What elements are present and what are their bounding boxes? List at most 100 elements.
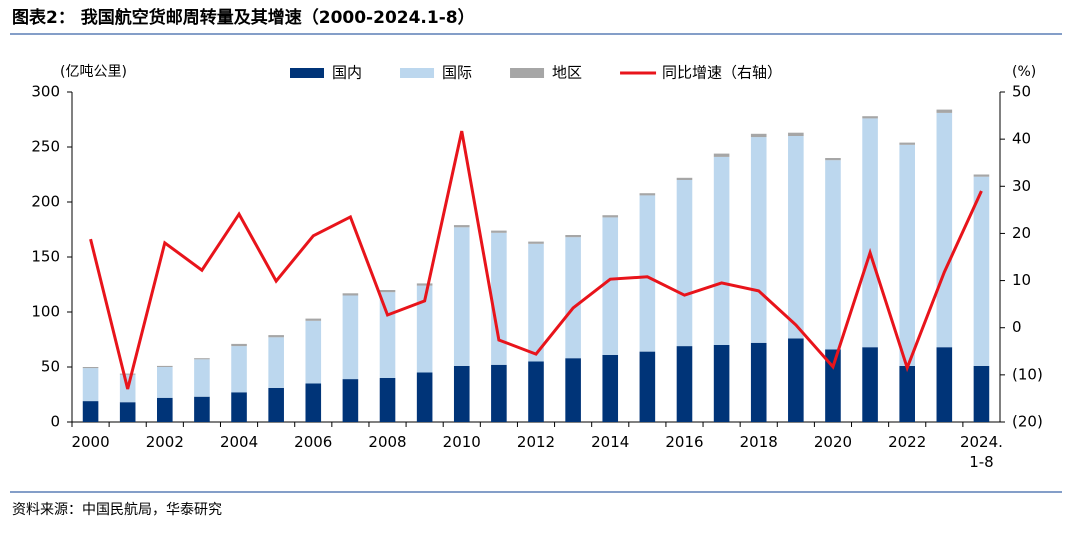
bar [862, 347, 878, 422]
bar [862, 118, 878, 348]
chart-title: 图表2： 我国航空货邮周转量及其增速（2000-2024.1-8） [12, 7, 475, 28]
bar [936, 112, 953, 348]
y2-tick-label: 40 [1012, 130, 1031, 148]
bar [194, 358, 210, 360]
x-tick-label: 2000 [71, 433, 109, 451]
bar [973, 174, 990, 177]
x-tick-label: 2012 [517, 433, 555, 451]
bar [453, 365, 470, 422]
x-tick-label: 2024. 1-8 [960, 433, 1003, 471]
bar [639, 195, 656, 352]
bar [194, 359, 210, 397]
bar [305, 318, 322, 321]
bar [899, 365, 915, 422]
bar [676, 177, 693, 180]
bar [936, 347, 953, 422]
bar [157, 367, 173, 398]
bar [639, 351, 656, 422]
bar [119, 402, 136, 422]
x-tick-label: 2010 [443, 433, 481, 451]
line [89, 130, 983, 390]
x-tick-label: 2018 [740, 433, 778, 451]
bar [342, 379, 359, 422]
y2-tick-label: 0 [1012, 318, 1022, 336]
bar [491, 230, 507, 233]
x-tick-label: 2004 [220, 433, 258, 451]
bar [157, 365, 173, 367]
bar [268, 335, 284, 338]
y-tick-label: 100 [31, 303, 60, 321]
bar [416, 285, 433, 373]
y2-tick-label: 50 [1012, 83, 1031, 101]
bar [713, 153, 730, 157]
y2-tick-label: 20 [1012, 224, 1031, 242]
y-tick-label: 150 [31, 248, 60, 266]
y-tick-label: 0 [50, 413, 60, 431]
x-tick-label: 2006 [294, 433, 332, 451]
bar [825, 349, 841, 422]
bar [750, 342, 767, 422]
bar [528, 241, 544, 244]
bar [899, 142, 915, 145]
x-tick-label: 2016 [665, 433, 703, 451]
bar [713, 156, 730, 345]
bar [565, 358, 581, 422]
bar [231, 343, 247, 347]
y2-tick-label: 30 [1012, 177, 1031, 195]
bar [788, 136, 804, 339]
y-tick-label: 250 [31, 138, 60, 156]
bar [936, 109, 953, 113]
x-tick-label: 2020 [814, 433, 852, 451]
y-tick-label: 50 [41, 358, 60, 376]
bar [268, 387, 284, 422]
bar [305, 383, 322, 422]
bar [825, 158, 841, 161]
bar [713, 345, 730, 422]
x-tick-label: 2008 [368, 433, 406, 451]
y-tick-label: 300 [31, 83, 60, 101]
bar [157, 397, 173, 422]
bar [82, 367, 99, 369]
bar [788, 132, 804, 136]
bar [416, 283, 433, 286]
bar [231, 392, 247, 422]
bar [268, 337, 284, 388]
bar [676, 346, 693, 422]
bar [379, 292, 396, 378]
bar [491, 232, 507, 365]
x-tick-label: 2014 [591, 433, 629, 451]
bar [491, 364, 507, 422]
bar [676, 180, 693, 347]
y-tick-label: 200 [31, 193, 60, 211]
y2-tick-label: (10) [1012, 365, 1043, 383]
bar [602, 354, 619, 422]
bar [342, 295, 359, 380]
y2-tick-label: (20) [1012, 413, 1043, 431]
bar [379, 290, 396, 293]
bar [602, 217, 619, 355]
bar [231, 346, 247, 393]
bar [750, 137, 767, 343]
bar [565, 235, 581, 238]
y-axis-label: (亿吨公里) [60, 64, 127, 80]
bar [973, 176, 990, 366]
bar [82, 401, 99, 422]
bar [788, 338, 804, 422]
bar [342, 293, 359, 296]
bar [119, 373, 136, 375]
bar [453, 227, 470, 366]
bar [194, 396, 210, 422]
bar [750, 133, 767, 138]
bar [305, 320, 322, 384]
bar [379, 378, 396, 422]
bar [453, 225, 470, 228]
x-tick-label: 2002 [146, 433, 184, 451]
bar [825, 160, 841, 350]
legend-label: 地区 [552, 64, 582, 82]
legend-label: 国内 [332, 64, 362, 82]
legend-swatch [510, 68, 545, 78]
bar [528, 243, 544, 362]
bar [528, 361, 544, 422]
legend-swatch [290, 68, 324, 78]
